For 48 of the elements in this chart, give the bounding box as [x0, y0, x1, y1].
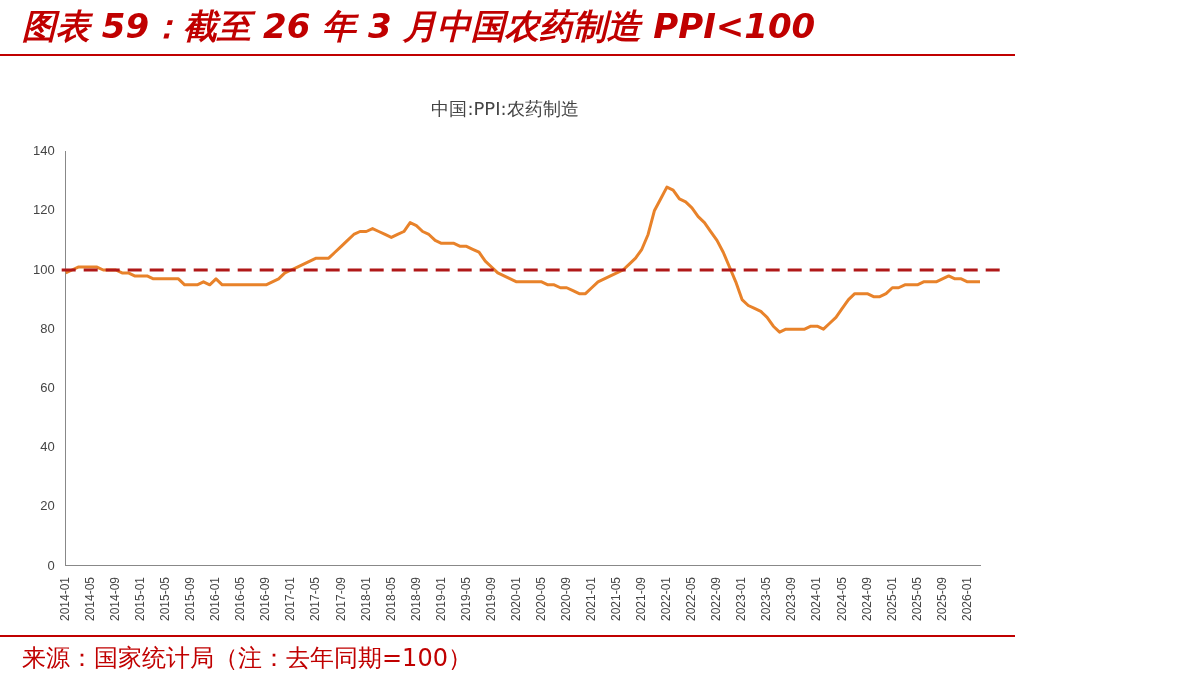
x-tick-label: 2021-05 [609, 576, 624, 622]
x-tick-label: 2014-01 [58, 576, 72, 622]
x-tick-label: 2016-09 [258, 576, 273, 622]
y-tick-label: 100 [32, 261, 55, 277]
source-note: 来源：国家统计局（注：去年同期=100） [22, 643, 472, 674]
chart-title: 图表 59：截至 26 年 3 月中国农药制造 PPI<100 [22, 5, 816, 48]
x-tick-label: 2020-09 [558, 576, 573, 622]
x-tick-label: 2018-05 [383, 576, 398, 622]
x-tick-label: 2018-09 [408, 576, 423, 622]
x-tick-label: 2017-09 [333, 576, 348, 622]
chart-subtitle: 中国:PPI:农药制造 [431, 98, 579, 120]
x-tick-label: 2019-09 [483, 576, 498, 622]
x-tick-label: 2022-09 [709, 576, 724, 622]
x-tick-label: 2026-01 [959, 576, 974, 622]
x-tick-label: 2023-05 [759, 576, 774, 622]
x-tick-label: 2023-01 [734, 576, 749, 622]
x-tick-label: 2016-05 [233, 576, 248, 622]
x-tick-label: 2024-05 [834, 576, 849, 622]
x-tick-label: 2021-09 [634, 576, 649, 622]
x-tick-label: 2018-01 [358, 576, 373, 622]
y-tick-label: 120 [32, 202, 55, 218]
x-tick-label: 2017-01 [283, 576, 298, 622]
y-tick-label: 0 [47, 557, 55, 573]
x-tick-label: 2014-09 [108, 576, 123, 622]
x-tick-label: 2022-01 [659, 576, 674, 622]
x-tick-label: 2020-01 [508, 576, 523, 622]
x-tick-label: 2017-05 [308, 576, 323, 622]
x-tick-label: 2024-01 [809, 576, 824, 622]
y-tick-label: 20 [40, 498, 55, 514]
x-tick-label: 2025-01 [884, 576, 899, 622]
x-tick-label: 2019-01 [433, 576, 448, 622]
x-tick-label: 2020-05 [533, 576, 548, 622]
x-tick-label: 2015-09 [183, 576, 198, 622]
y-tick-label: 60 [40, 379, 55, 395]
x-tick-label: 2015-05 [158, 576, 173, 622]
x-tick-label: 2014-05 [83, 576, 98, 622]
x-tick-label: 2019-05 [458, 576, 473, 622]
x-tick-label: 2021-01 [584, 576, 599, 622]
x-tick-label: 2025-05 [909, 576, 924, 622]
x-tick-label: 2015-01 [133, 576, 148, 622]
x-tick-label: 2024-09 [859, 576, 874, 622]
y-tick-label: 80 [40, 320, 55, 336]
y-tick-label: 140 [32, 143, 55, 159]
x-tick-label: 2022-05 [684, 576, 699, 622]
x-tick-label: 2023-09 [784, 576, 799, 622]
x-tick-label: 2016-01 [208, 576, 223, 622]
y-tick-label: 40 [40, 439, 55, 455]
x-tick-label: 2025-09 [934, 576, 949, 622]
